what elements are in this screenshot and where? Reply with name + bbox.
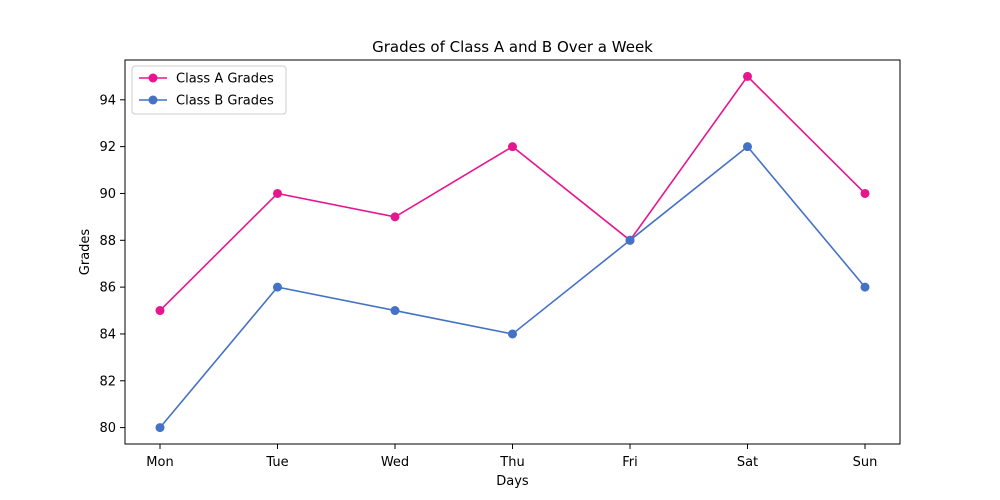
- legend-marker: [148, 95, 158, 105]
- data-point: [860, 188, 870, 198]
- x-tick-label: Tue: [265, 455, 288, 470]
- y-tick-label: 92: [99, 140, 116, 155]
- plot-area: [124, 59, 901, 445]
- data-point: [155, 423, 165, 433]
- legend-label: Class B Grades: [176, 94, 274, 109]
- legend-label: Class A Grades: [176, 72, 274, 87]
- y-tick-label: 94: [99, 93, 116, 108]
- chart-title: Grades of Class A and B Over a Week: [372, 38, 653, 56]
- y-tick-label: 80: [99, 421, 116, 436]
- y-tick-label: 88: [99, 234, 116, 249]
- series-layer: [155, 71, 870, 433]
- data-point: [273, 282, 282, 292]
- x-tick-label: Fri: [622, 455, 638, 470]
- y-axis: 80 82 84 86 88 90 92 94: [99, 93, 125, 436]
- legend-box: [131, 65, 287, 115]
- y-tick-label: 90: [99, 187, 116, 202]
- x-tick-label: Thu: [499, 455, 524, 470]
- y-tick-label: 84: [99, 327, 116, 342]
- x-tick-label: Wed: [381, 455, 409, 470]
- data-point: [155, 306, 165, 316]
- data-point: [743, 71, 752, 81]
- x-axis: Mon Tue Wed Thu Fri Sat Sun: [146, 444, 877, 470]
- data-point: [743, 142, 752, 152]
- data-point: [508, 142, 517, 152]
- y-tick-label: 86: [99, 281, 116, 296]
- x-tick-label: Sat: [737, 455, 758, 470]
- legend: Class A Grades Class B Grades: [131, 65, 287, 115]
- data-point: [390, 306, 400, 316]
- y-tick-label: 82: [99, 374, 116, 389]
- data-point: [860, 282, 870, 292]
- data-point: [508, 329, 517, 339]
- x-axis-label: Days: [496, 474, 529, 489]
- legend-marker: [148, 73, 158, 83]
- x-tick-label: Sun: [853, 455, 878, 470]
- data-point: [273, 188, 282, 198]
- data-point: [625, 235, 635, 245]
- y-axis-label: Grades: [78, 229, 93, 276]
- series-class-b: [155, 142, 870, 433]
- x-tick-label: Mon: [146, 455, 173, 470]
- data-point: [390, 212, 400, 222]
